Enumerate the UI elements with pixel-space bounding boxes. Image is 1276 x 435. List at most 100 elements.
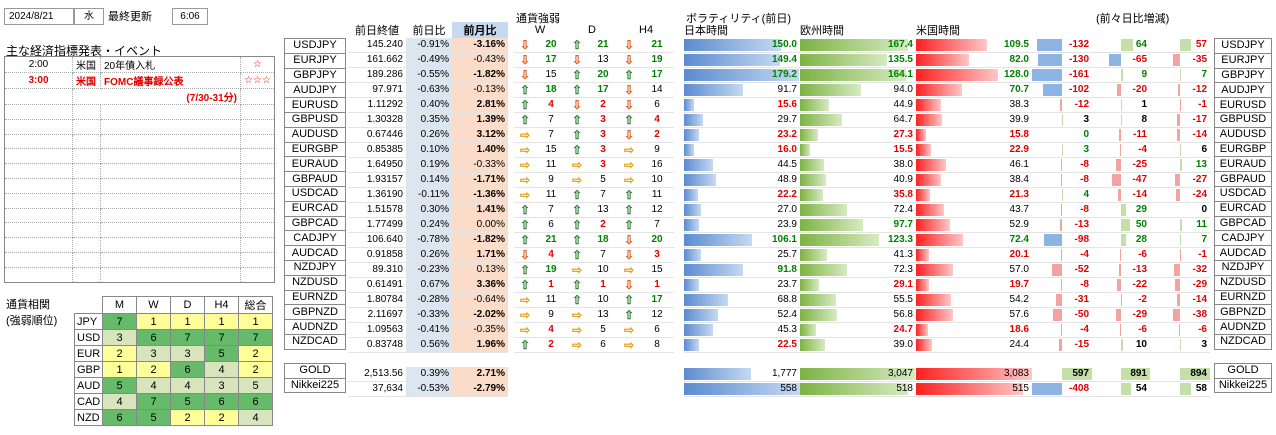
price-table: 前日終値 前日比 前月比 145.240 -0.91% -3.16% 161.662 -0.…: [348, 22, 508, 398]
pair-name: AUDJPY: [1214, 82, 1272, 99]
close-price: 0.91858: [348, 247, 406, 264]
day-change: 0.30%: [406, 202, 452, 219]
down-arrow-icon: ⇩: [514, 247, 536, 264]
volatility-table: 日本時間 欧州時間 米国時間 150.0 167.4 109.5 -132 64 57 14…: [684, 22, 1210, 398]
volatility-row: 52.4 56.8 57.6 -50 -29 -38: [684, 307, 1210, 324]
volatility-bar: [684, 144, 695, 157]
diff-bar: [1062, 189, 1063, 202]
corr-currency: GBP: [74, 361, 103, 378]
eu-volatility: 39.0: [800, 337, 916, 354]
volatility-value: 43.7: [1009, 204, 1029, 216]
strength-rank: 2: [640, 127, 675, 144]
pair-name: EURUSD: [284, 97, 346, 113]
volatility-value: 82.0: [1009, 54, 1029, 66]
pair-row: EURJPY: [284, 52, 346, 69]
diff-bar: [1062, 114, 1063, 127]
down-arrow-icon: ⇩: [566, 52, 589, 69]
eu-diff: -20: [1092, 82, 1150, 99]
volatility-bar: [800, 294, 836, 307]
diff-bar: [1032, 383, 1062, 396]
volatility-row: 15.6 44.9 38.3 -12 1 -1: [684, 97, 1210, 114]
diff-value: -20: [1132, 84, 1147, 96]
price-row: 0.61491 0.67% 3.36%: [348, 277, 508, 294]
events-title: 主な経済指標発表・イベント: [6, 44, 163, 58]
month-change: -1.71%: [452, 172, 508, 189]
event-time: [4, 252, 73, 268]
jp-volatility: 91.7: [684, 82, 800, 99]
update-time: 6:06: [172, 8, 208, 25]
corr-rank: 7: [136, 393, 171, 410]
right-arrow-icon: ⇨: [618, 322, 641, 339]
volatility-row: [684, 353, 1210, 367]
pair-row: EURNZD: [284, 289, 346, 306]
jp-volatility: 48.9: [684, 172, 800, 189]
event-name: 20年債入札: [100, 56, 241, 73]
eu-diff: 64: [1092, 38, 1150, 54]
diff-bar: [1112, 174, 1121, 187]
event-importance: [240, 222, 275, 239]
diff-bar: [1180, 383, 1191, 396]
volatility-bar: [684, 174, 716, 187]
strength-rank: 7: [536, 202, 567, 219]
corr-rank: 3: [170, 345, 205, 362]
strength-row: ⇨ 11 ⇧ 10 ⇧ 17: [514, 292, 675, 309]
volatility-value: 23.2: [777, 129, 797, 141]
diff-value: -52: [1074, 264, 1089, 276]
volatility-value: 515: [1012, 383, 1029, 395]
strength-rank: 20: [640, 232, 675, 249]
diff-value: 58: [1195, 383, 1207, 395]
volatility-value: 52.9: [1009, 219, 1029, 231]
diff-bar: [1042, 84, 1062, 97]
diff-value: 0: [1083, 129, 1089, 141]
pair-name: GBPNZD: [1214, 304, 1272, 321]
event-importance: [240, 148, 275, 165]
us-volatility: 72.4: [916, 232, 1032, 249]
pair-name: AUDCAD: [284, 245, 346, 261]
us-diff: -1: [1150, 97, 1210, 114]
right-arrow-icon: ⇨: [566, 172, 589, 189]
up-arrow-icon: ⇧: [566, 67, 589, 84]
right-arrow-icon: ⇨: [514, 172, 536, 189]
close-price: 189.286: [348, 67, 406, 84]
pair-name: EURGBP: [284, 141, 346, 158]
pair-row: AUDJPY: [284, 82, 346, 99]
volatility-value: 44.5: [777, 159, 797, 171]
volatility-value: 44.9: [893, 99, 913, 111]
volatility-value: 52.4: [777, 309, 797, 321]
event-row: [4, 208, 275, 224]
eu-diff: -25: [1092, 157, 1150, 174]
jp-volatility: 23.7: [684, 277, 800, 294]
diff-value: 8: [1141, 114, 1147, 126]
corr-row: JPY 7 1 1 1 1: [74, 313, 273, 330]
strength-row: ⇩ 20 ⇧ 21 ⇩ 21: [514, 38, 675, 54]
pair-row: CADJPY: [284, 230, 346, 247]
vol-title: ボラティリティ(前日): [686, 13, 792, 25]
diff-value: 4: [1083, 189, 1089, 201]
eu-volatility: 24.7: [800, 322, 916, 339]
volatility-bar: [684, 99, 695, 112]
us-diff: 7: [1150, 232, 1210, 249]
diff-value: -4: [1080, 249, 1089, 261]
eu-diff: -2: [1092, 292, 1150, 309]
corr-row: GBP 1 2 6 4 2: [74, 361, 273, 378]
diff-value: 7: [1201, 69, 1207, 81]
pair-row: Nikkei225: [284, 377, 346, 394]
pair-name: USDJPY: [1214, 38, 1272, 54]
event-country: [72, 208, 101, 224]
us-volatility: 109.5: [916, 38, 1032, 54]
volatility-bar: [800, 144, 810, 157]
diff-value: -13: [1074, 219, 1089, 231]
up-arrow-icon: ⇧: [566, 292, 589, 309]
strength-row: ⇨ 7 ⇧ 3 ⇩ 2: [514, 127, 675, 144]
strength-rank: 14: [640, 82, 675, 99]
pair-row: GBPAUD: [284, 171, 346, 187]
volatility-row: 91.8 72.3 57.0 -52 -13 -32: [684, 262, 1210, 279]
eu-diff: -22: [1092, 277, 1150, 294]
strength-rank: 1: [588, 277, 619, 294]
diff-bar: [1118, 264, 1121, 277]
close-price: 97.971: [348, 82, 406, 99]
right-arrow-icon: ⇨: [566, 262, 589, 279]
price-row: 161.662 -0.49% -0.43%: [348, 52, 508, 69]
pair-name: EURCAD: [284, 200, 346, 217]
event-country: [72, 193, 101, 209]
